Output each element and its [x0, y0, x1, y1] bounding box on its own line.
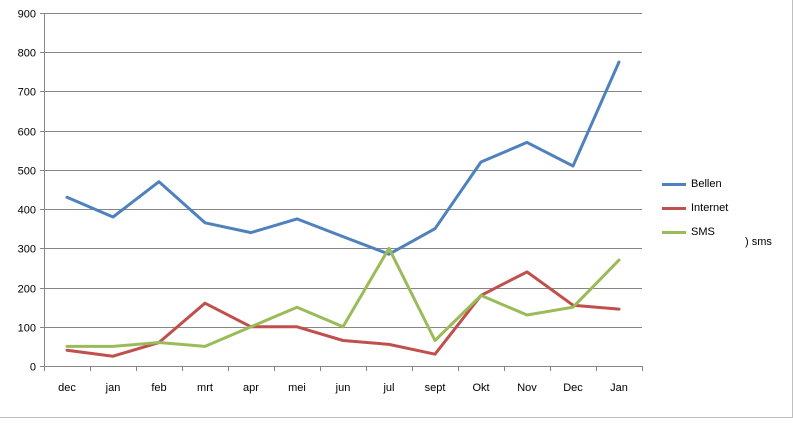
- legend-label-sms: SMS: [691, 226, 715, 238]
- x-tick-label-mei: mei: [288, 382, 306, 394]
- y-tick-label: 700: [18, 87, 36, 99]
- y-tick-label: 400: [18, 205, 36, 217]
- legend-item-bellen: Bellen: [662, 172, 762, 196]
- series-lines: [65, 60, 621, 358]
- gridlines: [44, 13, 642, 328]
- stray-label: ) sms: [745, 236, 772, 248]
- legend-swatch-sms: [662, 230, 686, 234]
- x-tick-label-feb: feb: [151, 382, 166, 394]
- x-tick-label-apr: apr: [243, 382, 259, 394]
- y-tick-label: 200: [18, 284, 36, 296]
- y-tick-label: 800: [18, 48, 36, 60]
- x-tick-label-dec: dec: [58, 382, 76, 394]
- x-tick-label-jan: jan: [105, 382, 121, 394]
- y-tick-label: 0: [30, 362, 36, 374]
- series-line-bellen: [65, 60, 621, 256]
- x-tick-label-okt: Okt: [472, 382, 489, 394]
- y-tick-label: 100: [18, 323, 36, 335]
- x-tick-label-nov: Nov: [517, 382, 537, 394]
- x-tick-label-mrt: mrt: [197, 382, 213, 394]
- x-tick-label-jun: jun: [335, 382, 351, 394]
- legend-label-internet: Internet: [691, 202, 729, 214]
- y-tick-label: 500: [18, 166, 36, 178]
- x-tick-label-jul: jul: [382, 382, 394, 394]
- x-tick-label-dec: Dec: [563, 382, 583, 394]
- axes: 0 100 200 300 400 500 600 700 800 900 dec jan feb mrt…: [18, 9, 643, 394]
- y-tick-label: 300: [18, 244, 36, 256]
- legend-item-internet: Internet: [662, 196, 762, 220]
- legend-label-bellen: Bellen: [691, 178, 722, 190]
- x-tick-label-jan: Jan: [610, 382, 628, 394]
- series-line-sms: [65, 246, 621, 348]
- legend: Bellen Internet SMS: [662, 172, 762, 244]
- y-tick-label: 900: [18, 9, 36, 21]
- legend-item-sms: SMS: [662, 220, 762, 244]
- x-tick-label-sept: sept: [425, 382, 446, 394]
- legend-swatch-internet: [662, 206, 686, 210]
- legend-swatch-bellen: [662, 182, 686, 186]
- y-tick-label: 600: [18, 127, 36, 139]
